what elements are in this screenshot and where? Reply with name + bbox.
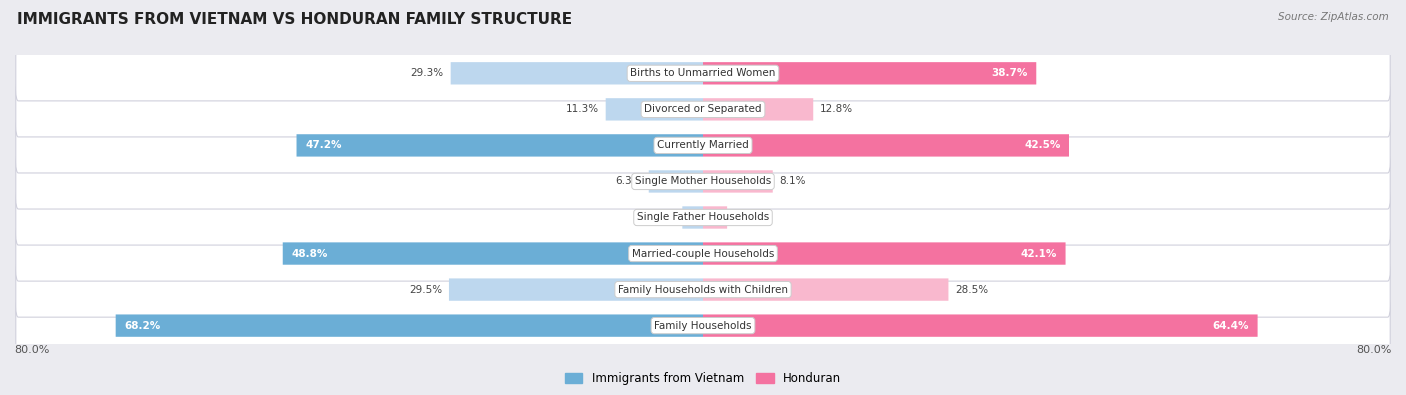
FancyBboxPatch shape: [15, 82, 1391, 137]
FancyBboxPatch shape: [703, 62, 1036, 85]
Text: 38.7%: 38.7%: [991, 68, 1028, 78]
FancyBboxPatch shape: [15, 118, 1391, 173]
Text: 64.4%: 64.4%: [1212, 321, 1249, 331]
Text: 48.8%: 48.8%: [291, 248, 328, 259]
FancyBboxPatch shape: [15, 46, 1391, 101]
Text: Divorced or Separated: Divorced or Separated: [644, 104, 762, 115]
FancyBboxPatch shape: [115, 314, 703, 337]
Text: Source: ZipAtlas.com: Source: ZipAtlas.com: [1278, 12, 1389, 22]
FancyBboxPatch shape: [15, 154, 1391, 209]
Text: 29.5%: 29.5%: [409, 284, 441, 295]
FancyBboxPatch shape: [703, 170, 773, 193]
Text: 12.8%: 12.8%: [820, 104, 853, 115]
Text: Single Mother Households: Single Mother Households: [636, 177, 770, 186]
Text: Births to Unmarried Women: Births to Unmarried Women: [630, 68, 776, 78]
Text: Currently Married: Currently Married: [657, 140, 749, 150]
Text: 80.0%: 80.0%: [1357, 346, 1392, 356]
FancyBboxPatch shape: [682, 206, 703, 229]
FancyBboxPatch shape: [703, 243, 1066, 265]
Text: 42.5%: 42.5%: [1024, 140, 1060, 150]
FancyBboxPatch shape: [703, 206, 727, 229]
Legend: Immigrants from Vietnam, Honduran: Immigrants from Vietnam, Honduran: [560, 367, 846, 389]
Text: 11.3%: 11.3%: [565, 104, 599, 115]
Text: Married-couple Households: Married-couple Households: [631, 248, 775, 259]
Text: Single Father Households: Single Father Households: [637, 213, 769, 222]
Text: 68.2%: 68.2%: [124, 321, 160, 331]
Text: 2.4%: 2.4%: [650, 213, 675, 222]
Text: 80.0%: 80.0%: [14, 346, 49, 356]
FancyBboxPatch shape: [449, 278, 703, 301]
FancyBboxPatch shape: [703, 278, 949, 301]
Text: Family Households with Children: Family Households with Children: [619, 284, 787, 295]
FancyBboxPatch shape: [283, 243, 703, 265]
FancyBboxPatch shape: [15, 262, 1391, 317]
FancyBboxPatch shape: [606, 98, 703, 120]
Text: 47.2%: 47.2%: [305, 140, 342, 150]
Text: Family Households: Family Households: [654, 321, 752, 331]
Text: 28.5%: 28.5%: [955, 284, 988, 295]
Text: 8.1%: 8.1%: [780, 177, 806, 186]
FancyBboxPatch shape: [703, 134, 1069, 156]
Text: 42.1%: 42.1%: [1021, 248, 1057, 259]
FancyBboxPatch shape: [15, 226, 1391, 281]
Text: 2.8%: 2.8%: [734, 213, 761, 222]
FancyBboxPatch shape: [451, 62, 703, 85]
Text: 29.3%: 29.3%: [411, 68, 444, 78]
FancyBboxPatch shape: [703, 314, 1257, 337]
FancyBboxPatch shape: [703, 98, 813, 120]
FancyBboxPatch shape: [297, 134, 703, 156]
Text: IMMIGRANTS FROM VIETNAM VS HONDURAN FAMILY STRUCTURE: IMMIGRANTS FROM VIETNAM VS HONDURAN FAMI…: [17, 12, 572, 27]
FancyBboxPatch shape: [648, 170, 703, 193]
Text: 6.3%: 6.3%: [616, 177, 643, 186]
FancyBboxPatch shape: [15, 298, 1391, 353]
FancyBboxPatch shape: [15, 190, 1391, 245]
